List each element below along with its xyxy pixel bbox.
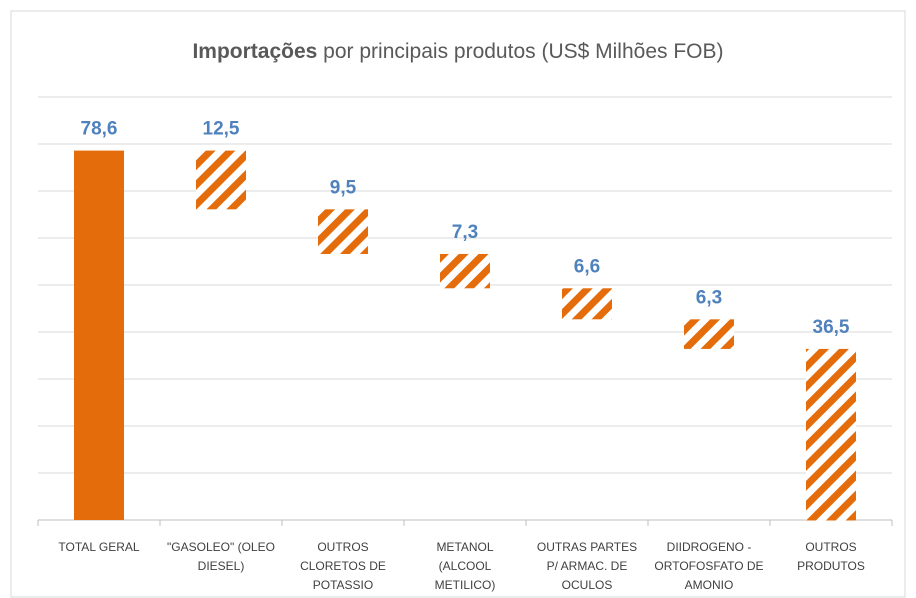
x-tick-label: METILICO) [435, 578, 496, 592]
x-tick-label: ORTOFOSFATO DE [654, 559, 763, 573]
value-label: 12,5 [203, 119, 240, 140]
x-tick-label: DIESEL) [198, 559, 245, 573]
x-tick-label: AMONIO [685, 578, 734, 592]
x-tick-label: OCULOS [562, 578, 613, 592]
x-tick-label: "GASOLEO" (OLEO [167, 540, 275, 554]
decrement-bar [562, 288, 612, 320]
decrement-bar [440, 253, 490, 289]
decrement-bar [806, 348, 856, 521]
value-label: 7,3 [452, 222, 478, 243]
value-label: 78,6 [81, 119, 118, 140]
total-bar [74, 150, 124, 520]
value-label: 36,5 [813, 317, 850, 338]
decrement-bar [318, 209, 368, 254]
value-label: 6,6 [574, 256, 600, 277]
chart-frame [10, 10, 906, 598]
x-tick-label: PRODUTOS [797, 559, 865, 573]
x-tick-label: OUTROS [317, 540, 368, 554]
x-tick-label: METANOL [436, 540, 493, 554]
x-tick-label: POTASSIO [313, 578, 373, 592]
x-tick-label: (ALCOOL [439, 559, 492, 573]
decrement-bar [196, 150, 246, 210]
value-label: 6,3 [696, 287, 722, 308]
x-tick-label: DIIDROGENO - [667, 540, 752, 554]
x-tick-label: OUTROS [805, 540, 856, 554]
chart-title: Importações por principais produtos (US$… [192, 40, 723, 63]
x-tick-label: CLORETOS DE [300, 559, 386, 573]
decrement-bar [684, 319, 734, 349]
x-tick-label: OUTRAS PARTES [537, 540, 637, 554]
x-tick-label: P/ ARMAC. DE [547, 559, 628, 573]
x-tick-label: TOTAL GERAL [58, 540, 139, 554]
value-label: 9,5 [330, 177, 357, 198]
